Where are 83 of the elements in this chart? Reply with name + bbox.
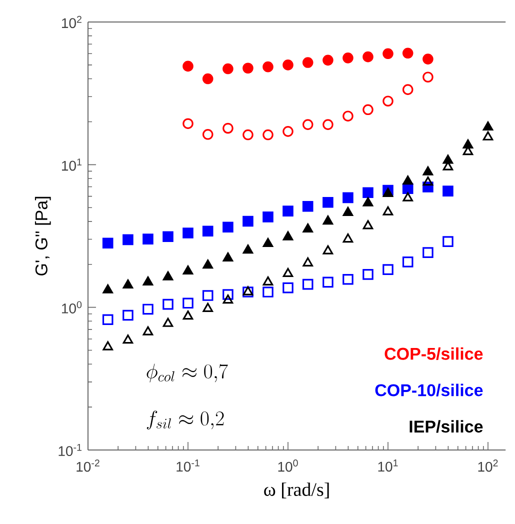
point	[202, 260, 213, 269]
point	[362, 220, 374, 230]
point	[102, 238, 114, 248]
point	[362, 269, 374, 280]
point	[142, 304, 154, 315]
point	[382, 188, 394, 197]
point	[342, 233, 354, 243]
point	[482, 131, 494, 140]
x-tick-label: 10$^{2}$	[478, 460, 498, 472]
x-tick-label: 10$^{-1}$	[176, 460, 200, 472]
point	[342, 206, 354, 216]
point	[342, 192, 354, 204]
point	[262, 276, 274, 286]
point	[462, 139, 474, 148]
point	[422, 247, 434, 258]
point	[242, 216, 254, 227]
annotation: $f_{sil} \approx 0{,}2$	[146, 410, 224, 430]
point	[382, 206, 394, 216]
point	[342, 274, 354, 285]
y-tick-label: 10$^{0}$	[62, 301, 82, 314]
point	[162, 231, 174, 242]
point	[442, 186, 454, 196]
point	[102, 284, 113, 294]
point	[302, 257, 313, 266]
point	[102, 314, 114, 326]
point	[222, 294, 234, 304]
point	[182, 265, 194, 275]
point	[182, 228, 194, 238]
point	[142, 276, 154, 286]
x-axis-title: ω [rad/s]	[264, 482, 329, 498]
point	[122, 279, 134, 288]
point	[142, 234, 154, 244]
point	[262, 212, 274, 222]
point	[302, 200, 314, 212]
point	[382, 264, 394, 275]
point	[302, 223, 313, 232]
point	[402, 176, 413, 185]
point	[202, 290, 214, 301]
point	[322, 196, 334, 208]
point	[402, 192, 413, 202]
y-tick-label: 10$^{2}$	[62, 16, 82, 28]
point	[162, 271, 174, 280]
point	[182, 298, 194, 309]
point	[222, 222, 234, 233]
point	[182, 310, 194, 320]
point	[122, 310, 134, 321]
y-axis-title: G', G'' [Pa]	[34, 196, 51, 276]
point	[322, 245, 334, 254]
text: COP-5/silice	[384, 347, 483, 360]
annotation: $\phi_{col} \approx 0{,}7$	[146, 364, 228, 382]
point	[262, 238, 274, 248]
point	[282, 268, 294, 278]
point	[402, 256, 414, 268]
y-tick-label: 10$^{-1}$	[58, 444, 82, 456]
point	[262, 286, 274, 298]
point	[202, 302, 213, 312]
point	[162, 318, 174, 327]
point	[322, 276, 334, 288]
point	[282, 282, 294, 294]
point	[362, 197, 374, 206]
point	[122, 334, 134, 344]
point	[362, 187, 374, 198]
point	[222, 289, 234, 300]
point	[422, 176, 434, 186]
point	[222, 252, 234, 262]
text: IEP/silice	[410, 420, 483, 433]
point	[162, 298, 174, 310]
point	[442, 236, 454, 247]
point	[302, 278, 314, 290]
point	[142, 326, 154, 336]
x-tick-label: 10$^{1}$	[378, 460, 398, 472]
point	[102, 341, 113, 350]
point	[422, 166, 434, 176]
point	[282, 231, 294, 240]
x-tick-label: 10$^{0}$	[278, 460, 298, 472]
point	[282, 206, 294, 216]
point	[122, 234, 134, 246]
y-tick-label: 10$^{1}$	[62, 158, 82, 171]
point	[202, 226, 214, 237]
x-tick-label: 10$^{-2}$	[76, 460, 100, 472]
point	[322, 215, 334, 225]
text: COP-10/silice	[375, 384, 483, 396]
point	[242, 244, 254, 254]
